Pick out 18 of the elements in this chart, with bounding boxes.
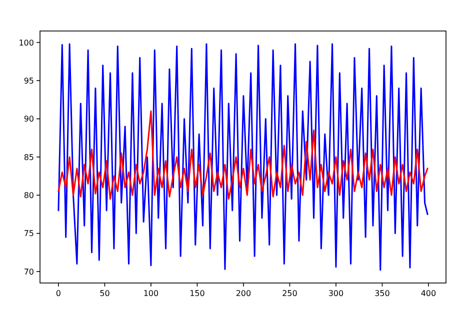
y-tick-label: 75: [24, 229, 34, 238]
x-tick-label: 200: [236, 289, 252, 298]
x-tick-label: 350: [374, 289, 390, 298]
x-tick-label: 400: [420, 289, 436, 298]
y-tick-label: 80: [24, 190, 34, 200]
x-tick-label: 300: [328, 289, 344, 298]
x-tick-label: 50: [100, 289, 110, 298]
x-tick-label: 0: [56, 289, 61, 298]
y-tick-label: 85: [24, 152, 34, 162]
x-tick-label: 150: [190, 289, 205, 298]
y-tick-label: 95: [24, 76, 34, 86]
x-tick-label: 100: [143, 289, 159, 298]
y-tick-label: 70: [24, 267, 34, 276]
line-series: [58, 110, 428, 200]
y-tick-label: 90: [24, 114, 34, 124]
y-tick-label: 100: [18, 38, 34, 48]
line-series: [58, 43, 428, 271]
x-tick-label: 250: [282, 289, 298, 298]
